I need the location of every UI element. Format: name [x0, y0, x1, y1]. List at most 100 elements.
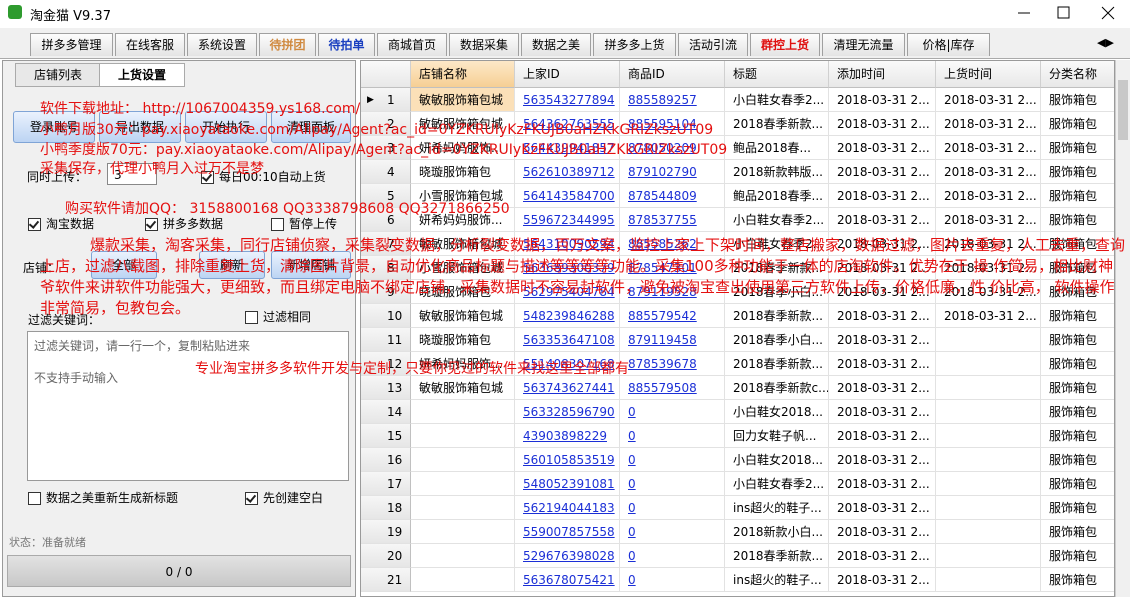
- scrollbar[interactable]: [1115, 60, 1130, 597]
- checkbox[interactable]: 拼多多数据: [145, 216, 223, 232]
- cell-link[interactable]: 559007857558: [523, 525, 615, 539]
- cell-link[interactable]: 562610389712: [523, 165, 615, 179]
- table-cell[interactable]: 0: [620, 424, 725, 448]
- tab[interactable]: 待拼团: [259, 33, 316, 56]
- button[interactable]: 登录账号: [13, 111, 95, 143]
- checkbox[interactable]: 暂停上传: [271, 216, 337, 232]
- tab[interactable]: 商城首页: [377, 33, 447, 56]
- tab[interactable]: 拼多多上货: [593, 33, 676, 56]
- table-cell[interactable]: 43903898229: [515, 424, 620, 448]
- table-cell[interactable]: 885585262: [620, 232, 725, 256]
- tab[interactable]: 拼多多管理: [30, 33, 113, 56]
- cell-link[interactable]: 548052391081: [523, 477, 615, 491]
- table-cell[interactable]: 878537755: [620, 208, 725, 232]
- column-header[interactable]: 店铺名称: [411, 61, 515, 88]
- cell-link[interactable]: 563678075421: [523, 573, 615, 587]
- cell-link[interactable]: 0: [628, 453, 636, 467]
- number-input[interactable]: 3: [107, 163, 157, 185]
- scroll-thumb[interactable]: [1118, 80, 1128, 140]
- table-cell[interactable]: 563353647108: [515, 328, 620, 352]
- cell-link[interactable]: 0: [628, 429, 636, 443]
- table-cell[interactable]: 879119528: [620, 280, 725, 304]
- cell-link[interactable]: 885589257: [628, 93, 697, 107]
- cell-link[interactable]: 885579508: [628, 381, 697, 395]
- cell-link[interactable]: 878547301: [628, 261, 697, 275]
- tab[interactable]: 数据采集: [449, 33, 519, 56]
- cell-link[interactable]: 885595104: [628, 117, 697, 131]
- table-cell[interactable]: 0: [620, 544, 725, 568]
- cell-link[interactable]: 0: [628, 525, 636, 539]
- cell-link[interactable]: 551408307168: [523, 357, 615, 371]
- cell-link[interactable]: 563689300379: [523, 261, 615, 275]
- cell-link[interactable]: 0: [628, 477, 636, 491]
- cell-link[interactable]: 560105853519: [523, 453, 615, 467]
- button[interactable]: 开始执行: [185, 111, 267, 143]
- table-cell[interactable]: 564439941857: [515, 136, 620, 160]
- table-cell[interactable]: 879119458: [620, 328, 725, 352]
- cell-link[interactable]: 43903898229: [523, 429, 607, 443]
- tab[interactable]: 在线客服: [115, 33, 185, 56]
- table-cell[interactable]: 885589257: [620, 88, 725, 112]
- cell-link[interactable]: 878544809: [628, 189, 697, 203]
- button[interactable]: 导出数据: [99, 111, 181, 143]
- table-cell[interactable]: 885595104: [620, 112, 725, 136]
- checkbox[interactable]: 每日00:10自动上货: [201, 169, 326, 185]
- cell-link[interactable]: 563328596790: [523, 405, 615, 419]
- maximize[interactable]: [1057, 6, 1070, 19]
- button[interactable]: 刷新: [199, 251, 265, 279]
- table-cell[interactable]: 564362763555: [515, 112, 620, 136]
- tab[interactable]: 数据之美: [521, 33, 591, 56]
- cell-link[interactable]: 529676398028: [523, 549, 615, 563]
- table-cell[interactable]: 548052391081: [515, 472, 620, 496]
- cell-link[interactable]: 878050209: [628, 141, 697, 155]
- tab[interactable]: 清理无流量: [822, 33, 905, 56]
- table-cell[interactable]: 0: [620, 472, 725, 496]
- table-cell[interactable]: 563328596790: [515, 400, 620, 424]
- tab[interactable]: 群控上货: [750, 33, 820, 56]
- table-cell[interactable]: 878050209: [620, 136, 725, 160]
- table-cell[interactable]: 885579542: [620, 304, 725, 328]
- cell-link[interactable]: 885585262: [628, 237, 697, 251]
- cell-link[interactable]: 0: [628, 405, 636, 419]
- cell-link[interactable]: 562975404784: [523, 285, 615, 299]
- column-header[interactable]: 添加时间: [829, 61, 936, 88]
- tab-scroll[interactable]: ◀▶: [1097, 36, 1114, 49]
- table-cell[interactable]: 562610389712: [515, 160, 620, 184]
- cell-link[interactable]: 548239846288: [523, 309, 615, 323]
- close[interactable]: [1101, 6, 1115, 20]
- cell-link[interactable]: 879119528: [628, 285, 697, 299]
- cell-link[interactable]: 879119458: [628, 333, 697, 347]
- table-cell[interactable]: 564143584700: [515, 184, 620, 208]
- checkbox[interactable]: 淘宝数据: [28, 216, 94, 232]
- table-cell[interactable]: 559672344995: [515, 208, 620, 232]
- tab[interactable]: 价格|库存: [907, 33, 990, 56]
- tab[interactable]: 待拍单: [318, 33, 375, 56]
- table-cell[interactable]: 0: [620, 496, 725, 520]
- table-cell[interactable]: 879102790: [620, 160, 725, 184]
- table-cell[interactable]: 878539678: [620, 352, 725, 376]
- table-cell[interactable]: 551408307168: [515, 352, 620, 376]
- cell-link[interactable]: 559672344995: [523, 213, 615, 227]
- panel-tab[interactable]: 店铺列表: [15, 63, 101, 87]
- table-cell[interactable]: 0: [620, 520, 725, 544]
- table-cell[interactable]: 0: [620, 448, 725, 472]
- window-controls[interactable]: [1010, 0, 1130, 26]
- table-cell[interactable]: 564310090594: [515, 232, 620, 256]
- cell-link[interactable]: 878537755: [628, 213, 697, 227]
- table-cell[interactable]: 878544809: [620, 184, 725, 208]
- cell-link[interactable]: 564439941857: [523, 141, 615, 155]
- column-header[interactable]: 上家ID: [515, 61, 620, 88]
- table-cell[interactable]: 0: [620, 568, 725, 592]
- cell-link[interactable]: 564143584700: [523, 189, 615, 203]
- checkbox[interactable]: 先创建空白: [245, 490, 323, 506]
- cell-link[interactable]: 562194044183: [523, 501, 615, 515]
- table-cell[interactable]: 563678075421: [515, 568, 620, 592]
- table-cell[interactable]: 529676398028: [515, 544, 620, 568]
- keyword-textarea[interactable]: 过滤关键词，请一行一个，复制粘贴进来 不支持手动输入: [27, 331, 349, 481]
- cell-link[interactable]: 885579542: [628, 309, 697, 323]
- column-header[interactable]: 标题: [725, 61, 829, 88]
- table-cell[interactable]: 559007857558: [515, 520, 620, 544]
- column-header[interactable]: 商品ID: [620, 61, 725, 88]
- table-cell[interactable]: 885579508: [620, 376, 725, 400]
- column-header[interactable]: 上货时间: [936, 61, 1041, 88]
